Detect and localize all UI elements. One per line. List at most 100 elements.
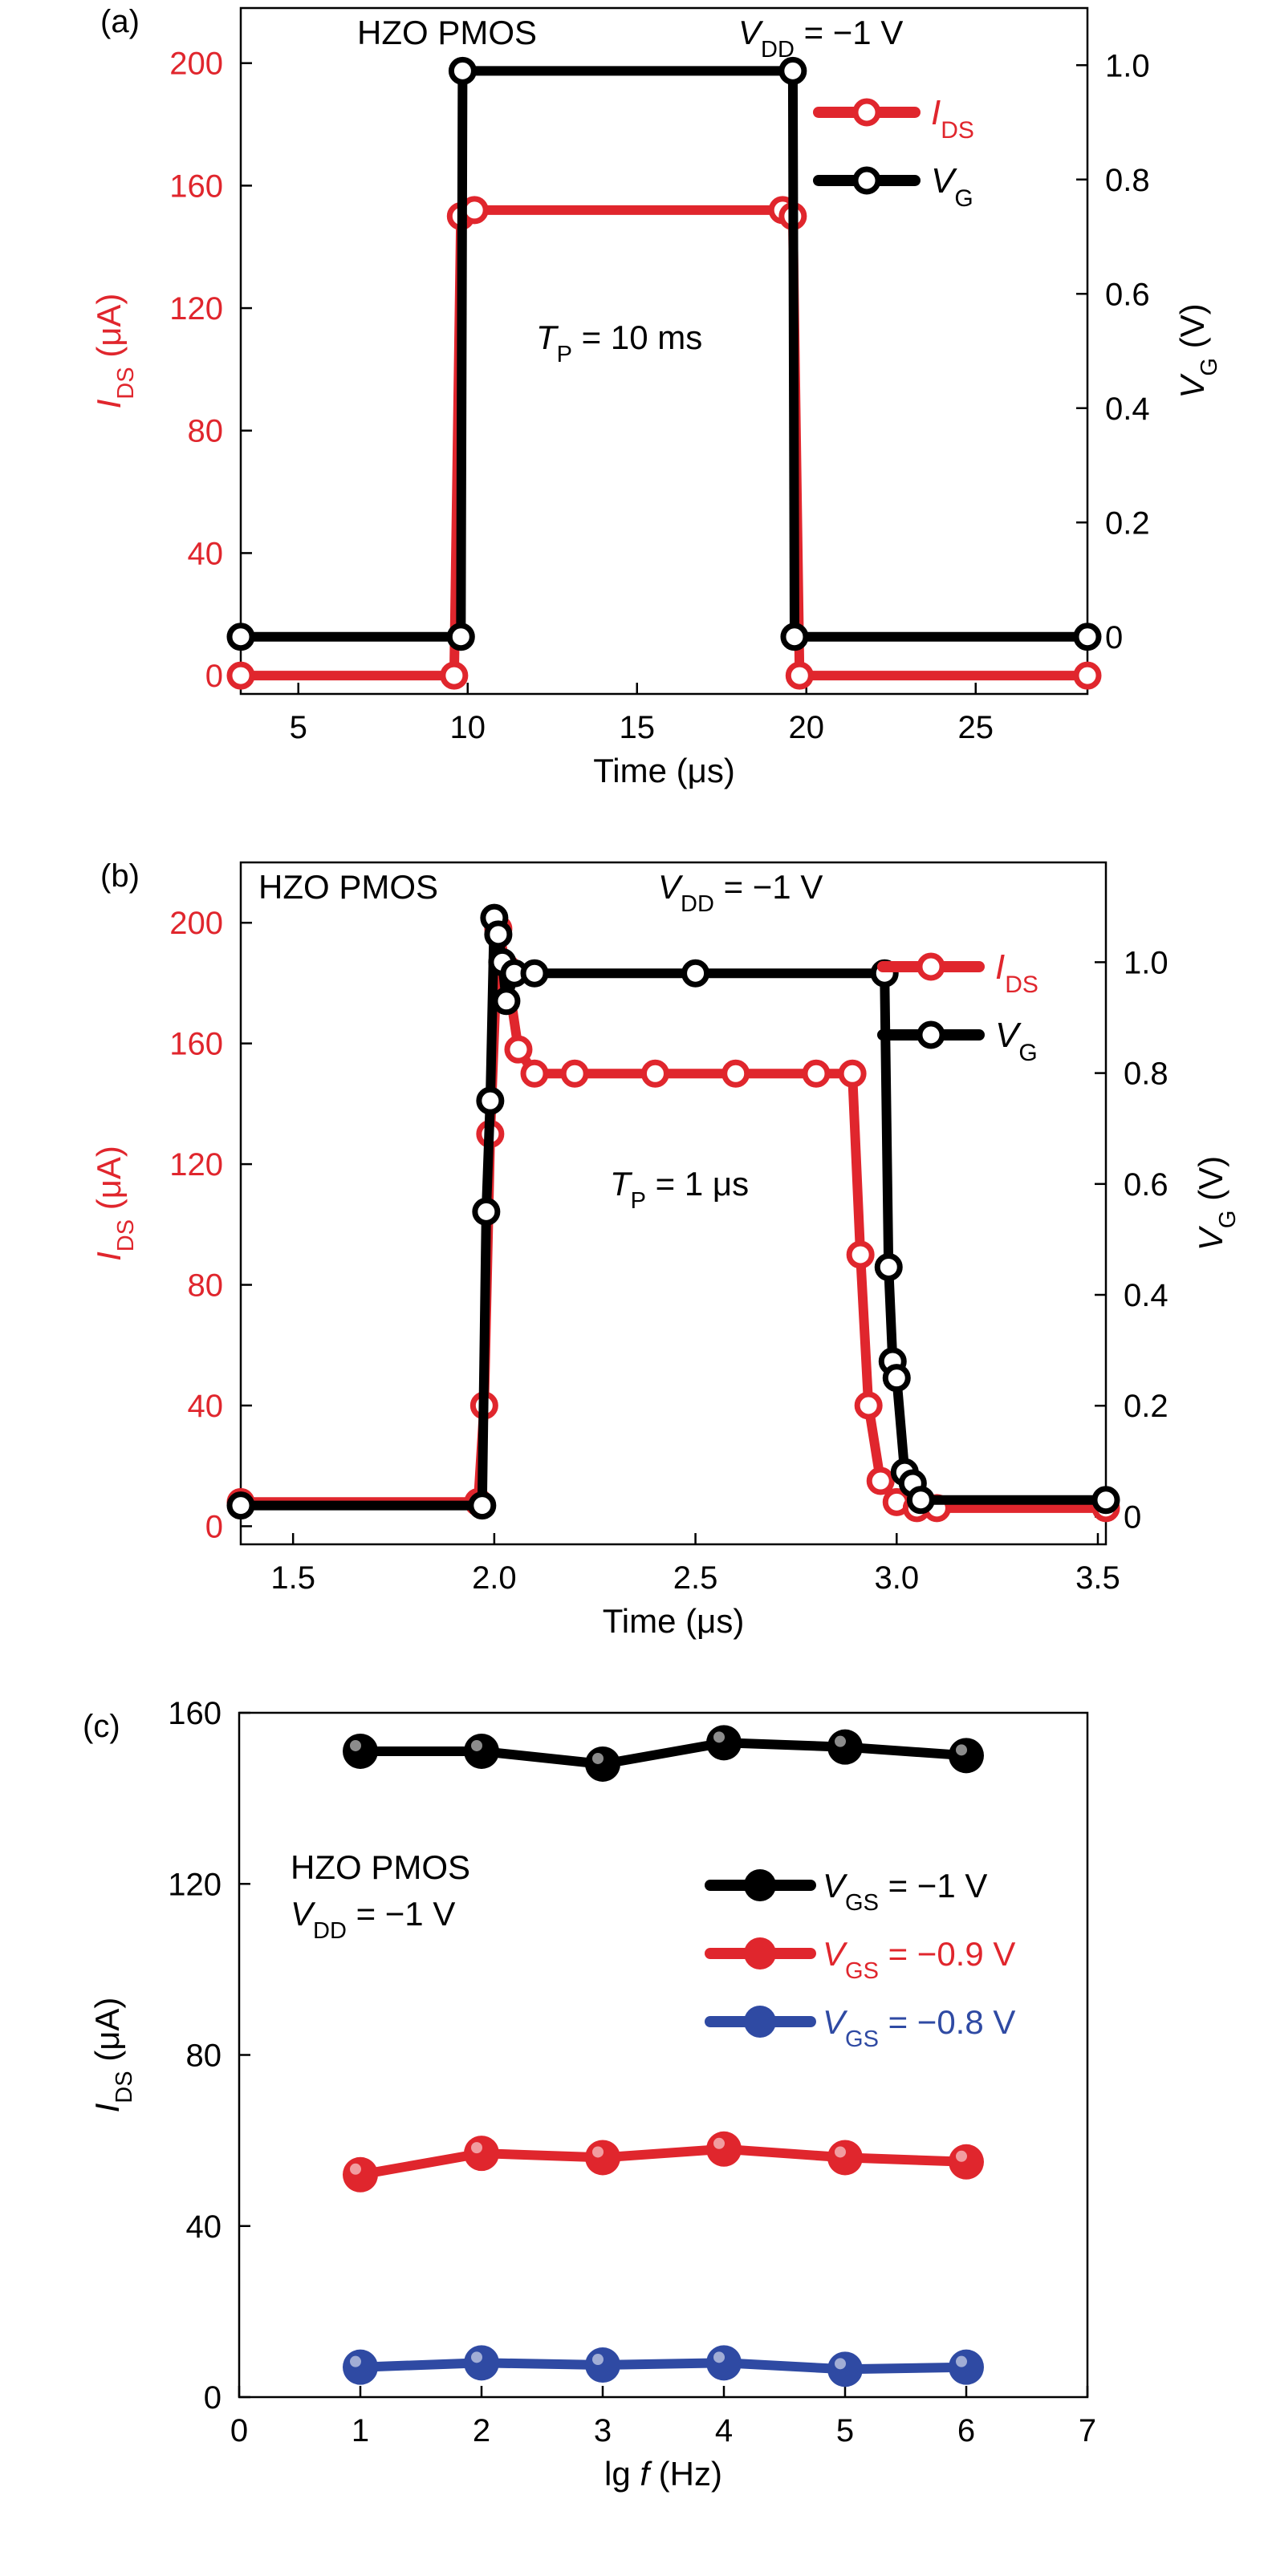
- y-right-axis-label-subscript: G: [1197, 358, 1222, 376]
- legend-label-2-subscript: GS: [845, 2026, 879, 2052]
- x-tick-label: 2.0: [472, 1560, 517, 1596]
- panel-a-annotation-subscript: P: [557, 342, 572, 367]
- legend-marker-0: [744, 1869, 776, 1901]
- x-axis-label-pre: lg: [604, 2455, 640, 2493]
- series-line-VG: [241, 913, 1106, 1511]
- data-point-0: [464, 1733, 499, 1769]
- data-point-VG: [448, 56, 477, 85]
- y-right-tick-label: 0.8: [1105, 163, 1150, 198]
- data-point-highlight: [713, 2137, 725, 2149]
- x-tick-label: 6: [957, 2413, 975, 2448]
- x-tick-label: 25: [957, 710, 994, 745]
- legend-label-0-symbol: V: [823, 1867, 848, 1905]
- y-right-axis-label-rest: (V): [1173, 303, 1211, 358]
- data-point-0: [706, 1725, 742, 1761]
- panel-c-condition-rest: = −1 V: [347, 1895, 455, 1933]
- data-point-IDS: [520, 1059, 549, 1088]
- data-point-VG: [778, 56, 807, 85]
- y-tick-label: 160: [168, 1696, 222, 1731]
- y-left-tick-label: 40: [188, 536, 224, 571]
- y-tick-label: 120: [168, 1867, 222, 1902]
- y-left-tick-label: 120: [169, 1147, 223, 1183]
- x-tick-label: 5: [836, 2413, 854, 2448]
- x-axis-label: Time (μs): [593, 752, 735, 789]
- data-point-2: [464, 2345, 499, 2381]
- y-left-tick-label: 0: [205, 659, 223, 694]
- panel-b-condition-symbol: V: [658, 868, 684, 906]
- data-point-2: [949, 2349, 984, 2385]
- x-tick-label: 4: [715, 2413, 733, 2448]
- data-point-VG: [446, 623, 475, 651]
- y-axis-label-symbol: I: [88, 2103, 126, 2112]
- data-point-2: [706, 2345, 742, 2381]
- panel-a-condition-symbol: V: [738, 14, 764, 51]
- data-point-VG: [1073, 623, 1102, 651]
- y-right-axis-label-subscript: G: [1215, 1211, 1241, 1229]
- y-left-tick-label: 120: [169, 291, 223, 327]
- data-point-IDS: [560, 1059, 589, 1088]
- legend-marker-VG: [852, 166, 881, 195]
- data-point-VG: [226, 623, 255, 651]
- y-right-axis-label: VG (V): [1192, 1156, 1241, 1251]
- data-point-highlight: [471, 2351, 482, 2363]
- panel-b-condition-subscript: DD: [681, 891, 714, 917]
- panel-b-annotation-rest: = 1 μs: [646, 1165, 749, 1203]
- y-right-tick-label: 0.4: [1105, 391, 1150, 427]
- x-tick-label: 10: [449, 710, 486, 745]
- y-axis-label: IDS (μA): [88, 1998, 137, 2113]
- data-point-VG: [1091, 1486, 1120, 1515]
- data-point-VG: [492, 987, 521, 1016]
- legend-label-IDS-symbol: I: [931, 93, 941, 132]
- data-point-highlight: [956, 2150, 967, 2162]
- x-tick-label: 3.5: [1075, 1560, 1120, 1596]
- y-left-axis-label-subscript: DS: [113, 367, 139, 399]
- data-point-VG: [882, 1364, 911, 1393]
- data-point-VG: [468, 1491, 497, 1520]
- y-left-tick-label: 80: [188, 414, 224, 449]
- panel-b-condition: VDD = −1 V: [658, 868, 823, 917]
- data-point-highlight: [592, 2146, 604, 2158]
- legend-label-IDS-subscript: DS: [941, 117, 974, 144]
- data-point-IDS: [1073, 661, 1102, 690]
- data-point-highlight: [350, 1739, 361, 1751]
- data-point-2: [585, 2347, 620, 2383]
- data-point-highlight: [835, 1735, 846, 1747]
- y-tick-label: 0: [204, 2380, 222, 2416]
- data-point-VG: [780, 623, 809, 651]
- panel-b-frame: [239, 861, 1108, 1546]
- data-point-highlight: [471, 1739, 482, 1751]
- y-left-tick-label: 160: [169, 1027, 223, 1062]
- data-point-1: [827, 2140, 863, 2176]
- data-point-1: [343, 2156, 378, 2193]
- y-left-axis-label-rest: (μA): [90, 294, 128, 367]
- x-tick-label: 1.5: [270, 1560, 315, 1596]
- x-tick-label: 20: [788, 710, 824, 745]
- data-point-VG: [472, 1197, 501, 1226]
- data-point-VG: [476, 1086, 505, 1115]
- legend-marker-1: [744, 1937, 776, 1970]
- y-left-tick-label: 200: [169, 47, 223, 82]
- panel-b-condition-rest: = −1 V: [714, 868, 823, 906]
- data-point-1: [585, 2140, 620, 2176]
- data-point-0: [343, 1733, 378, 1769]
- y-right-axis-label-symbol: V: [1192, 1225, 1229, 1251]
- data-point-2: [343, 2349, 378, 2385]
- x-tick-label: 5: [290, 710, 307, 745]
- y-left-axis-label-symbol: I: [90, 1251, 128, 1261]
- data-point-VG: [906, 1486, 935, 1515]
- data-point-0: [585, 1746, 620, 1782]
- legend-label-1-rest: = −0.9 V: [879, 1935, 1015, 1973]
- panel-a-condition-rest: = −1 V: [795, 14, 903, 51]
- data-point-highlight: [835, 2358, 846, 2370]
- series-line-VG: [241, 66, 1087, 642]
- data-point-highlight: [350, 2163, 361, 2175]
- x-axis-label-post: (Hz): [649, 2455, 722, 2493]
- legend-label-VG-symbol: V: [931, 161, 957, 201]
- y-right-tick-label: 0.4: [1124, 1278, 1168, 1313]
- y-axis-label-rest: (μA): [88, 1998, 126, 2071]
- legend-label-0: VGS = −1 V: [823, 1867, 987, 1916]
- legend-label-IDS-symbol: I: [995, 947, 1005, 987]
- y-right-tick-label: 0.8: [1124, 1057, 1168, 1092]
- data-point-1: [464, 2136, 499, 2172]
